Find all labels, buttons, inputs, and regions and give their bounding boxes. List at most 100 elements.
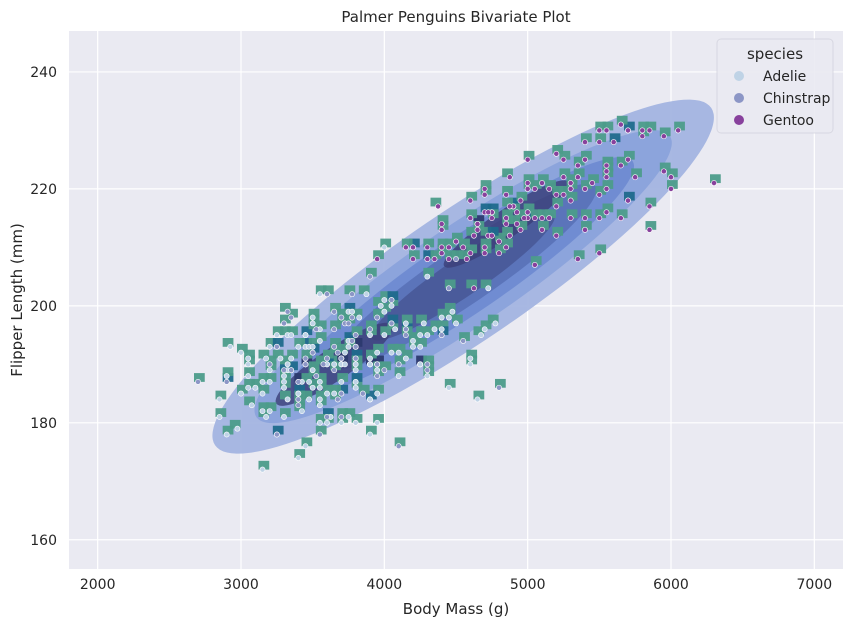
- hist-cell: [516, 209, 528, 219]
- legend-marker-chinstrap: [734, 93, 744, 103]
- hist-cell: [265, 338, 277, 347]
- point-gentoo: [567, 180, 574, 186]
- hist-cell: [301, 373, 313, 382]
- point-adelie: [438, 326, 445, 333]
- hist-cell: [480, 238, 492, 248]
- hist-cell: [581, 133, 592, 143]
- point-gentoo: [503, 244, 510, 251]
- point-chinstrap: [288, 314, 295, 321]
- point-gentoo: [431, 256, 438, 262]
- hist-cell: [308, 378, 320, 388]
- x-tick-label: 6000: [653, 577, 689, 593]
- point-gentoo: [445, 244, 452, 251]
- hist-cell: [495, 232, 506, 242]
- point-gentoo: [603, 185, 610, 192]
- point-adelie: [316, 402, 323, 409]
- hist-cell: [323, 285, 334, 295]
- hist-cell: [523, 150, 535, 160]
- point-adelie: [381, 244, 388, 251]
- point-adelie: [316, 338, 323, 344]
- point-chinstrap: [367, 273, 373, 280]
- hist-cell: [258, 349, 270, 359]
- hist-cell: [272, 349, 284, 359]
- point-gentoo: [460, 244, 467, 251]
- point-gentoo: [603, 162, 610, 169]
- point-adelie: [395, 349, 402, 356]
- hist-cell: [624, 191, 635, 201]
- hist-cell: [530, 256, 542, 265]
- point-chinstrap: [331, 326, 338, 333]
- point-adelie: [252, 384, 259, 391]
- point-gentoo: [603, 168, 610, 175]
- point-chinstrap: [223, 378, 230, 385]
- point-adelie: [381, 297, 388, 303]
- hist-cell: [480, 279, 492, 289]
- hist-cell: [466, 209, 478, 219]
- hist-cell: [265, 373, 277, 382]
- hist-cell: [280, 355, 291, 365]
- point-adelie: [238, 349, 244, 356]
- point-chinstrap: [266, 361, 273, 368]
- point-chinstrap: [374, 373, 381, 379]
- point-adelie: [263, 355, 269, 362]
- point-gentoo: [496, 238, 502, 245]
- point-gentoo: [596, 139, 603, 146]
- point-gentoo: [596, 191, 603, 198]
- hist-cell: [366, 425, 377, 435]
- hist-cell: [387, 343, 399, 353]
- point-adelie: [266, 408, 273, 415]
- point-gentoo: [617, 215, 624, 222]
- point-gentoo: [560, 156, 567, 163]
- point-chinstrap: [295, 402, 302, 409]
- point-gentoo: [531, 215, 538, 222]
- hist-cell: [315, 285, 327, 295]
- hist-cell: [444, 302, 456, 312]
- point-gentoo: [617, 162, 624, 169]
- point-adelie: [238, 390, 244, 397]
- point-adelie: [223, 431, 230, 438]
- hist-cell: [351, 373, 363, 382]
- hist-cell: [280, 314, 291, 324]
- hist-cell: [373, 343, 384, 353]
- point-adelie: [431, 326, 438, 333]
- point-chinstrap: [424, 361, 431, 368]
- point-adelie: [392, 326, 398, 333]
- legend: species Adelie Chinstrap Gentoo: [716, 38, 834, 134]
- point-chinstrap: [381, 367, 388, 374]
- hist-cell: [480, 226, 492, 236]
- point-gentoo: [524, 156, 531, 163]
- point-adelie: [395, 373, 402, 379]
- hist-cell: [595, 209, 607, 219]
- hist-cell: [538, 209, 549, 219]
- hist-cell: [559, 185, 571, 195]
- point-chinstrap: [331, 367, 338, 374]
- hist-cell: [480, 203, 492, 213]
- hist-cell: [674, 121, 685, 131]
- hist-cell: [423, 355, 435, 365]
- hist-cell: [631, 168, 642, 178]
- hist-cell: [287, 361, 298, 371]
- point-adelie: [402, 320, 409, 327]
- point-gentoo: [445, 256, 452, 262]
- point-chinstrap: [273, 343, 280, 350]
- hist-cell: [566, 191, 578, 201]
- point-gentoo: [582, 226, 588, 233]
- point-gentoo: [474, 221, 481, 227]
- hist-cell: [237, 384, 248, 394]
- hist-cell: [294, 373, 306, 382]
- hist-cell: [265, 402, 277, 412]
- hist-cell: [373, 384, 384, 394]
- hist-cell: [509, 197, 521, 207]
- hist-cell: [344, 332, 356, 341]
- hist-cell: [616, 115, 628, 125]
- x-axis-label: Body Mass (g): [403, 600, 509, 618]
- point-adelie: [273, 332, 280, 338]
- hist-cell: [473, 390, 485, 400]
- hist-cell: [315, 373, 327, 382]
- point-adelie: [284, 396, 291, 403]
- hist-cell: [516, 191, 528, 201]
- point-adelie: [363, 291, 370, 298]
- hist-cell: [366, 320, 377, 330]
- point-gentoo: [539, 226, 545, 233]
- point-gentoo: [553, 191, 560, 198]
